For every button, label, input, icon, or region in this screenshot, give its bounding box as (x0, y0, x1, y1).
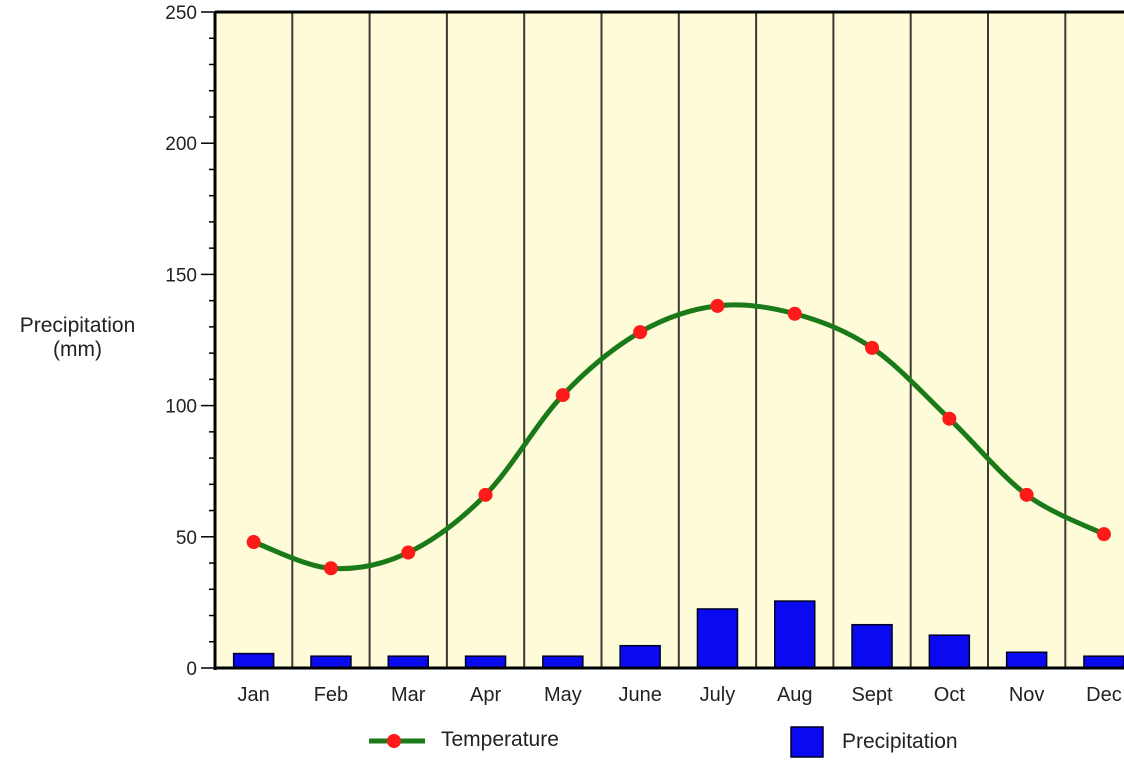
y-tick-label: 50 (176, 528, 197, 549)
temperature-point (633, 325, 648, 340)
precipitation-bar (232, 652, 275, 669)
x-tick-label: Nov (1009, 684, 1045, 706)
y-axis-label-line-2: (mm) (53, 338, 102, 361)
x-tick-label: Aug (777, 684, 813, 706)
precipitation-bar (387, 655, 429, 669)
y-tick-label: 250 (165, 3, 197, 24)
x-tick-label: Mar (391, 684, 426, 706)
temperature-point (478, 487, 493, 502)
x-tick-label: May (544, 684, 582, 706)
precipitation-bar (696, 608, 739, 669)
precipitation-bar (1083, 655, 1124, 669)
plot-area (215, 12, 1124, 668)
temperature-point (323, 561, 338, 576)
precipitation-bar (310, 655, 352, 669)
x-tick-label: Apr (470, 684, 501, 706)
x-tick-label: Dec (1086, 684, 1122, 706)
temperature-point (710, 298, 725, 313)
precipitation-bar (928, 634, 971, 669)
y-tick-label: 0 (186, 659, 197, 680)
temperature-point (787, 306, 802, 321)
temperature-point (555, 388, 570, 403)
precipitation-bar (774, 600, 816, 669)
precipitation-bar (619, 644, 661, 669)
temperature-point (942, 411, 957, 426)
temperature-point (401, 545, 416, 560)
y-axis-label: Precipitation (mm) (0, 314, 155, 362)
x-tick-label: June (618, 684, 661, 706)
precipitation-bar (1005, 651, 1048, 669)
x-tick-label: Sept (851, 684, 893, 706)
y-axis-label-line-1: Precipitation (19, 314, 136, 337)
y-tick-label: 100 (165, 397, 197, 418)
legend-precipitation-label: Precipitation (842, 730, 958, 753)
x-tick-label: Feb (314, 684, 348, 706)
y-tick-label: 150 (165, 265, 197, 286)
temperature-point (1019, 487, 1034, 502)
legend-temperature-marker-icon (387, 734, 401, 748)
x-tick-label: Oct (934, 684, 966, 706)
precipitation-bar (851, 623, 893, 669)
y-tick-label: 200 (165, 134, 197, 155)
legend-temperature-label: Temperature (441, 728, 559, 751)
temperature-point (246, 535, 261, 550)
x-tick-label: Jan (238, 684, 270, 706)
precipitation-bar (464, 655, 507, 669)
legend-precipitation-swatch-icon (790, 726, 824, 758)
precipitation-bar (542, 655, 584, 669)
x-tick-label: July (700, 684, 736, 706)
temperature-point (1096, 527, 1111, 542)
temperature-point (865, 340, 880, 355)
